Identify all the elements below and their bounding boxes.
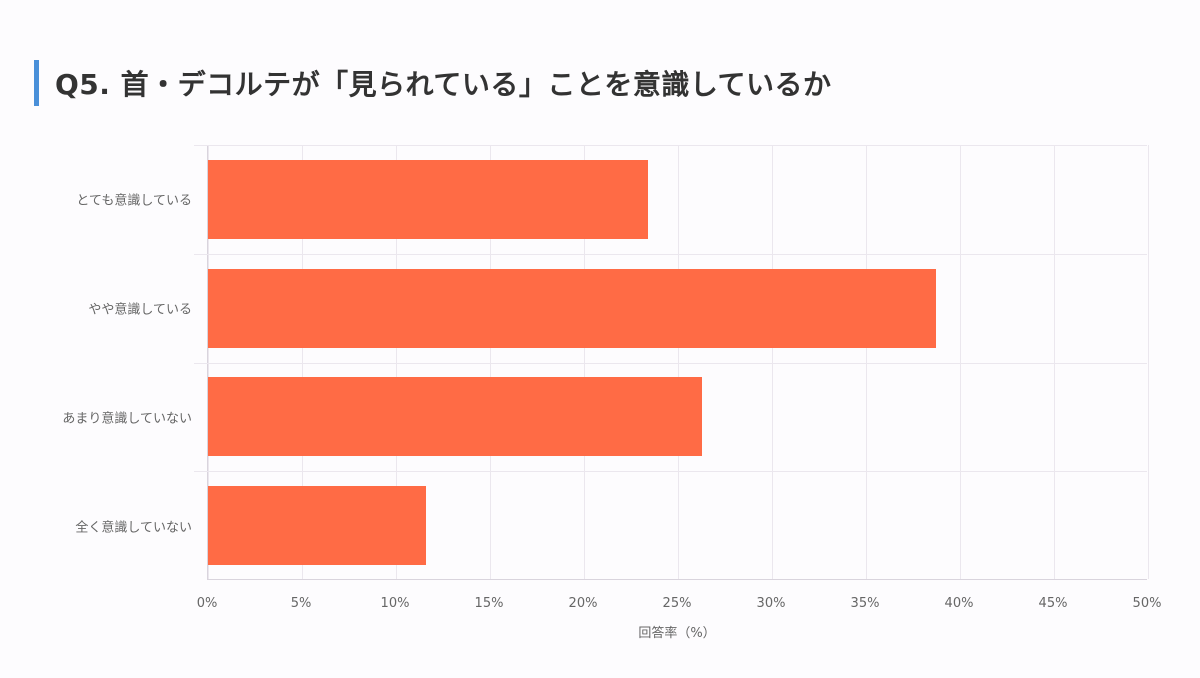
y-category-label: やや意識している bbox=[88, 302, 192, 318]
x-tick-label: 30% bbox=[756, 596, 786, 611]
bar[interactable] bbox=[208, 268, 936, 348]
x-gridline bbox=[866, 145, 867, 579]
x-tick-label: 10% bbox=[380, 596, 410, 611]
header: Q5. 首・デコルテが「見られている」ことを意識しているか bbox=[34, 60, 832, 106]
x-gridline bbox=[584, 145, 585, 579]
x-gridline bbox=[1148, 145, 1149, 579]
bar[interactable] bbox=[208, 486, 427, 566]
y-category-label: あまり意識していない bbox=[62, 411, 192, 427]
x-gridline bbox=[208, 145, 209, 579]
x-gridline bbox=[490, 145, 491, 579]
bar[interactable] bbox=[208, 159, 648, 239]
y-gridline bbox=[194, 362, 1147, 364]
y-gridline bbox=[194, 471, 1147, 473]
x-tick-label: 25% bbox=[662, 596, 692, 611]
x-tick-label: 35% bbox=[850, 596, 880, 611]
bar[interactable] bbox=[208, 377, 703, 457]
x-tick-label: 20% bbox=[568, 596, 598, 611]
x-tick-label: 5% bbox=[290, 596, 312, 611]
x-tick-label: 50% bbox=[1132, 596, 1162, 611]
y-gridline bbox=[194, 145, 1147, 146]
x-gridline bbox=[678, 145, 679, 579]
page-title: Q5. 首・デコルテが「見られている」ことを意識しているか bbox=[55, 68, 832, 101]
x-tick-label: 0% bbox=[196, 596, 218, 611]
x-axis-title: 回答率（%） bbox=[638, 626, 716, 641]
x-gridline bbox=[302, 145, 303, 579]
title-accent-bar bbox=[34, 60, 39, 106]
x-gridline bbox=[396, 145, 397, 579]
y-gridline bbox=[194, 253, 1147, 255]
x-gridline bbox=[1054, 145, 1055, 579]
y-category-label: とても意識している bbox=[76, 193, 192, 209]
x-gridline bbox=[772, 145, 773, 579]
x-tick-label: 45% bbox=[1038, 596, 1068, 611]
plot-area bbox=[194, 145, 1149, 580]
x-gridline bbox=[960, 145, 961, 579]
y-category-label: 全く意識していない bbox=[75, 520, 192, 536]
x-tick-label: 15% bbox=[474, 596, 504, 611]
x-tick-label: 40% bbox=[944, 596, 974, 611]
